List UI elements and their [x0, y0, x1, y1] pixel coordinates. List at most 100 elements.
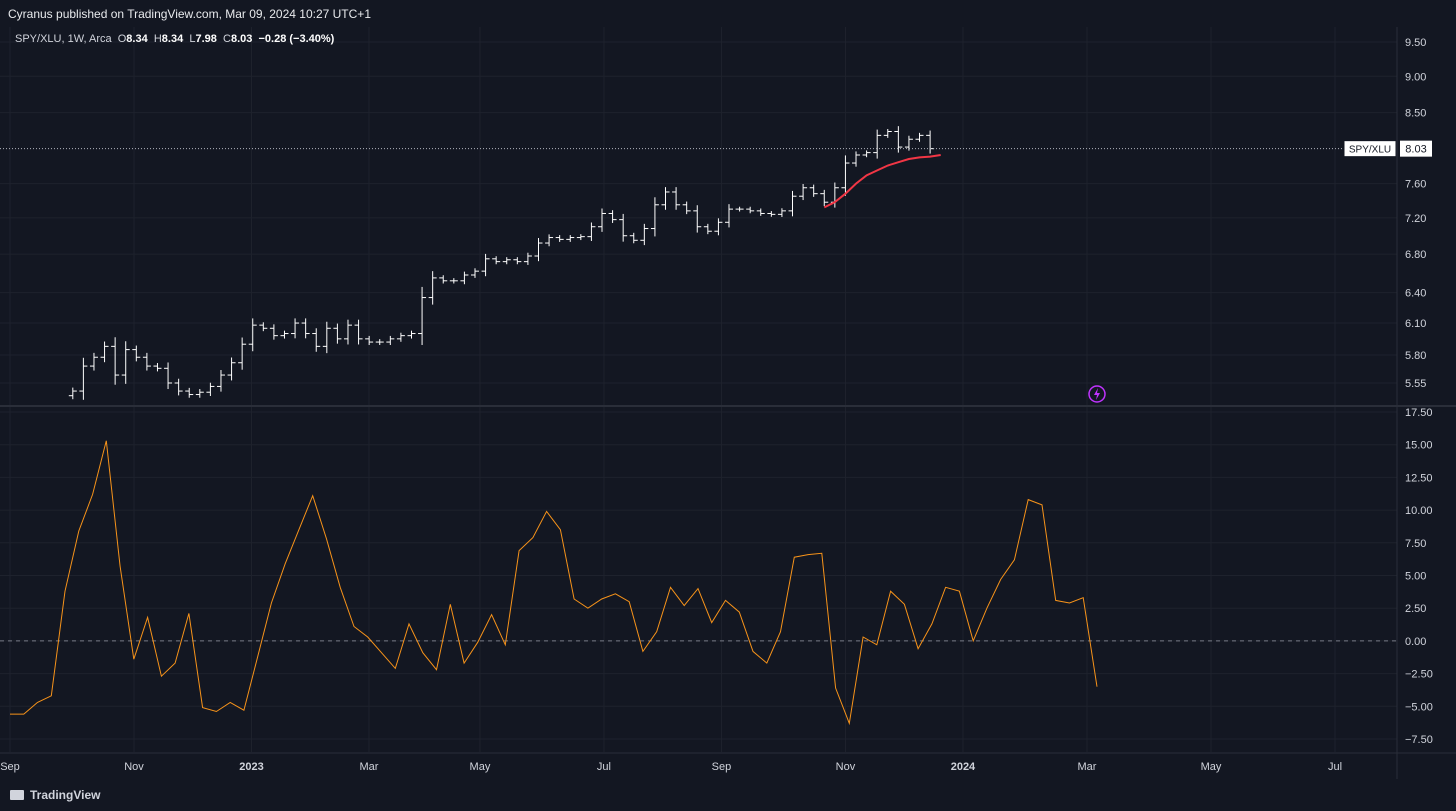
ohlc-bar — [333, 323, 342, 344]
time-tick-label: Mar — [1077, 761, 1096, 773]
ohlc-bar — [248, 318, 257, 352]
oscillator-tick-label: −7.50 — [1405, 734, 1433, 746]
tradingview-logo-icon — [10, 790, 24, 800]
ohlc-bar — [703, 223, 712, 235]
ohlc-bar — [619, 213, 628, 242]
legend-close-label: C — [223, 33, 231, 45]
time-tick-label: 2023 — [239, 761, 263, 773]
ohlc-bar — [862, 150, 871, 158]
price-tag-label-box — [1343, 140, 1397, 158]
price-tag: SPY/XLU 8.03 — [1343, 140, 1432, 158]
ohlc-bar — [799, 183, 808, 201]
ohlc-bar — [523, 252, 532, 265]
footer-brand: TradingView — [30, 788, 101, 802]
oscillator-tick-label: −2.50 — [1405, 669, 1433, 681]
oscillator-tick-label: 5.00 — [1405, 571, 1426, 583]
ohlc-bar — [216, 369, 225, 392]
ohlc-bar — [269, 324, 278, 340]
price-tick-label: 7.20 — [1405, 213, 1426, 225]
ohlc-bar — [809, 184, 818, 197]
ohlc-bar — [640, 223, 649, 246]
oscillator-tick-label: 0.00 — [1405, 636, 1426, 648]
chart-canvas[interactable]: Sep Nov 2023 Mar May Jul Sep Nov 2024 Mar May Jul 9.… — [0, 27, 1456, 779]
ohlc-bar — [259, 322, 268, 332]
time-tick-label: Jul — [597, 761, 611, 773]
chart-area[interactable]: Sep Nov 2023 Mar May Jul Sep Nov 2024 Mar May Jul 9.… — [0, 27, 1456, 779]
ohlc-bar — [238, 337, 247, 370]
ohlc-bar — [111, 337, 120, 385]
ohlc-bar — [460, 271, 469, 285]
legend-close-value: 8.03 — [230, 33, 253, 45]
ohlc-bar — [735, 206, 744, 212]
price-axis-panel — [1397, 27, 1456, 779]
ohlc-bar — [672, 187, 681, 210]
ohlc-bar — [915, 132, 924, 142]
ohlc-bar — [904, 135, 913, 151]
price-tag-value: 8.03 — [1405, 144, 1426, 156]
time-tick-label: Nov — [836, 761, 856, 773]
oscillator-tick-label: 10.00 — [1405, 505, 1433, 517]
ohlc-bar — [598, 208, 606, 232]
ohlc-bar — [312, 328, 321, 352]
price-tick-label: 5.55 — [1405, 378, 1426, 390]
ohlc-bar — [365, 335, 374, 346]
ohlc-bar — [164, 362, 173, 390]
ohlc-bar — [428, 271, 437, 305]
price-tick-label: 9.50 — [1405, 37, 1426, 49]
time-tick-label: Mar — [360, 761, 379, 773]
ohlc-bar — [206, 382, 215, 396]
tradingview-logo[interactable]: TradingView — [10, 788, 100, 802]
ohlc-bar — [354, 319, 363, 345]
ohlc-bar — [788, 190, 797, 217]
ohlc-bar — [725, 204, 734, 228]
ohlc-bar — [534, 238, 543, 262]
ohlc-bar — [714, 218, 723, 236]
oscillator-tick-label: 2.50 — [1405, 603, 1426, 615]
oscillator-tick-label: −5.00 — [1405, 701, 1433, 713]
alert-icon-bolt — [1094, 388, 1100, 400]
alert-icon-ring — [1088, 385, 1106, 403]
oscillator-line — [10, 440, 1098, 726]
legend-open-label: O — [117, 33, 127, 45]
ohlc-bar — [777, 208, 786, 217]
ohlc-bar — [629, 232, 638, 244]
legend-high-label: H — [153, 33, 162, 45]
legend-low-value: 7.98 — [195, 33, 217, 45]
ohlc-bar — [555, 235, 564, 242]
ohlc-bar — [301, 318, 310, 339]
legend-open-value: 8.34 — [126, 33, 148, 45]
price-tick-label: 6.10 — [1405, 318, 1426, 330]
ohlc-bar — [566, 235, 575, 242]
ohlc-bar — [386, 335, 395, 346]
ohlc-bar — [100, 341, 109, 363]
ohlc-bar — [280, 330, 289, 339]
ohlc-bar — [343, 319, 352, 345]
price-tag-value-box — [1400, 140, 1432, 157]
ohlc-bar — [439, 275, 448, 284]
ohlc-bar — [481, 253, 490, 277]
ohlc-bar — [852, 151, 861, 167]
price-pane — [0, 126, 1397, 400]
ohlc-bar — [587, 222, 596, 241]
price-tick-label: 8.50 — [1405, 108, 1426, 120]
ohlc-bar — [576, 234, 585, 241]
oscillator-tick-label: 12.50 — [1405, 472, 1433, 484]
ohlc-bar — [291, 318, 300, 339]
time-tick-label: Nov — [124, 761, 144, 773]
moving-average-line — [823, 154, 941, 209]
price-tick-label: 6.40 — [1405, 288, 1426, 300]
ohlc-bar — [873, 129, 882, 159]
published-text: Cyranus published on TradingView.com, Ma… — [8, 7, 371, 21]
ohlc-bar — [841, 155, 850, 196]
legend-low-label: L — [189, 33, 196, 45]
ohlc-bar — [650, 197, 659, 237]
lightning-bolt-icon[interactable] — [1088, 385, 1106, 403]
footer-bar: TradingView — [0, 779, 1456, 811]
ohlc-bar — [926, 130, 935, 154]
ohlc-bar — [153, 363, 162, 372]
ohlc-bar — [746, 206, 755, 214]
ohlc-bar — [396, 332, 405, 342]
ohlc-bar — [418, 286, 427, 346]
time-tick-label: Sep — [712, 761, 732, 773]
chart-legend: SPY/XLU, 1W, Arca O8.34 H8.34 L7.98 C8.0… — [15, 33, 334, 45]
